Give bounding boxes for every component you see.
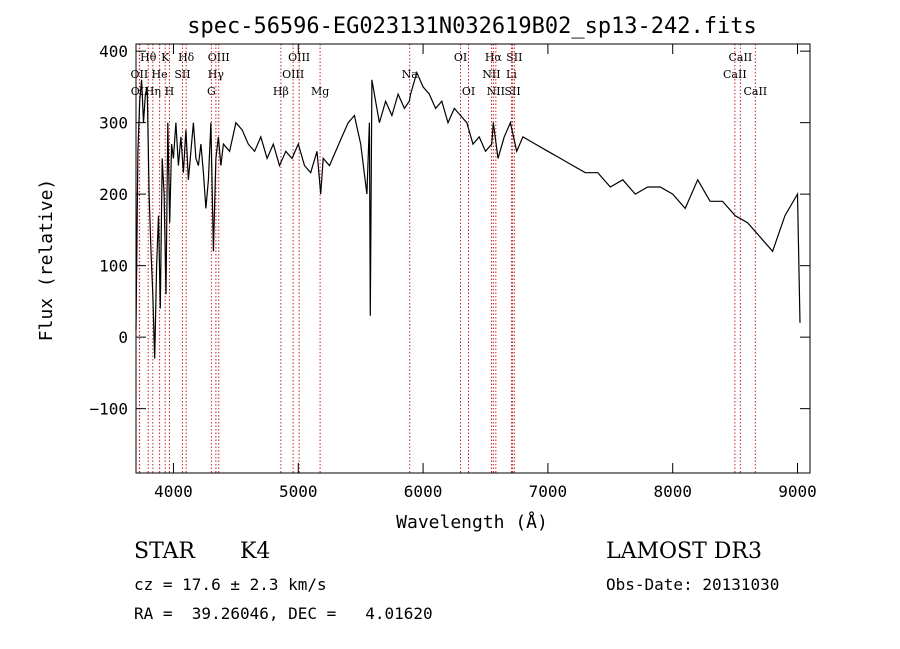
x-tick-label: 4000 <box>154 482 193 501</box>
survey-name: LAMOST DR3 <box>606 539 762 564</box>
observation-date: Obs-Date: 20131030 <box>606 575 780 594</box>
x-axis-label: Wavelength (Å) <box>396 511 548 533</box>
marker-label: Mg <box>311 85 329 98</box>
y-tick-label: 400 <box>99 42 128 61</box>
y-tick-label: 0 <box>118 328 128 347</box>
marker-label: OIII <box>208 51 230 64</box>
marker-label: Li <box>506 68 517 81</box>
marker-label: Hβ <box>273 85 289 98</box>
marker-label: SII <box>174 68 190 81</box>
y-axis-label: Flux (relative) <box>36 179 57 342</box>
y-tick-label: −100 <box>89 400 128 419</box>
marker-label: Hη <box>145 85 161 98</box>
marker-label: Hγ <box>208 68 225 81</box>
spectrum-line <box>135 70 801 359</box>
chart-title: spec-56596-EG023131N032619B02_sp13-242.f… <box>187 14 757 39</box>
x-tick-label: 9000 <box>778 482 817 501</box>
marker-label: H <box>165 85 175 98</box>
y-tick-label: 300 <box>99 114 128 133</box>
marker-label: OIII <box>282 68 304 81</box>
x-tick-label: 7000 <box>529 482 568 501</box>
coordinates: RA = 39.26046, DEC = 4.01620 <box>134 604 433 623</box>
plot-frame <box>135 43 811 474</box>
subclass: K4 <box>240 539 271 564</box>
marker-label: CaII <box>723 68 747 81</box>
x-tick-label: 6000 <box>404 482 443 501</box>
marker-label: Hδ <box>178 51 195 64</box>
x-tick-label: 8000 <box>653 482 692 501</box>
marker-label: OII <box>131 85 149 98</box>
marker-label: CaII <box>729 51 753 64</box>
marker-label: OI <box>462 85 475 98</box>
marker-label: CaII <box>743 85 767 98</box>
marker-label: NII <box>482 68 500 81</box>
marker-label: K <box>161 51 170 64</box>
marker-label: Hθ <box>140 51 157 64</box>
object-class: STAR <box>134 539 195 564</box>
marker-label: G <box>207 85 216 98</box>
marker-label: SII <box>506 51 522 64</box>
marker-label: SII <box>504 85 520 98</box>
x-tick-label: 5000 <box>279 482 318 501</box>
y-tick-label: 100 <box>99 257 128 276</box>
marker-label: Hα <box>485 51 503 64</box>
marker-label: OII <box>131 68 149 81</box>
marker-label: OI <box>454 51 467 64</box>
y-tick-label: 200 <box>99 185 128 204</box>
axes: 4000 5000 6000 7000 8000 9000 −100 0 100 200 300 40… <box>89 42 816 501</box>
marker-label: NII <box>487 85 505 98</box>
marker-label: Na <box>402 68 419 81</box>
redshift-velocity: cz = 17.6 ± 2.3 km/s <box>134 575 327 594</box>
marker-label: He <box>152 68 168 81</box>
marker-label: OIII <box>288 51 310 64</box>
